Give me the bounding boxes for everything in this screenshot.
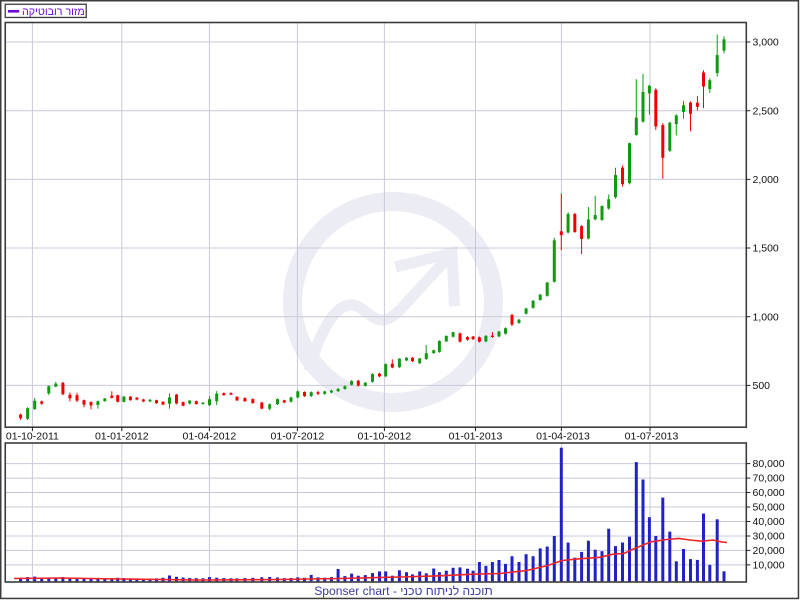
svg-text:10,000: 10,000 xyxy=(753,560,785,572)
svg-text:3,000: 3,000 xyxy=(753,37,779,49)
svg-text:500: 500 xyxy=(753,380,771,392)
svg-text:Sponser chart - תוכנה לניתוח ט: Sponser chart - תוכנה לניתוח טכני xyxy=(314,584,493,598)
svg-text:40,000: 40,000 xyxy=(753,516,785,528)
svg-text:01-04-2012: 01-04-2012 xyxy=(183,431,237,443)
svg-text:01-10-2012: 01-10-2012 xyxy=(358,431,412,443)
svg-text:20,000: 20,000 xyxy=(753,545,785,557)
svg-text:30,000: 30,000 xyxy=(753,531,785,543)
svg-text:01-01-2013: 01-01-2013 xyxy=(449,431,503,443)
svg-text:70,000: 70,000 xyxy=(753,473,785,485)
svg-text:50,000: 50,000 xyxy=(753,502,785,514)
svg-text:1,500: 1,500 xyxy=(753,243,779,255)
svg-text:2,500: 2,500 xyxy=(753,105,779,117)
svg-text:1,000: 1,000 xyxy=(753,311,779,323)
svg-text:01-04-2013: 01-04-2013 xyxy=(536,431,590,443)
svg-text:80,000: 80,000 xyxy=(753,458,785,470)
svg-text:60,000: 60,000 xyxy=(753,487,785,499)
svg-text:2,000: 2,000 xyxy=(753,174,779,186)
svg-text:01-01-2012: 01-01-2012 xyxy=(95,431,149,443)
svg-text:01-07-2013: 01-07-2013 xyxy=(625,431,679,443)
svg-text:01-07-2012: 01-07-2012 xyxy=(271,431,325,443)
svg-text:01-10-2011: 01-10-2011 xyxy=(6,431,59,443)
svg-text:מזור רובוטיקה: מזור רובוטיקה xyxy=(22,6,85,18)
